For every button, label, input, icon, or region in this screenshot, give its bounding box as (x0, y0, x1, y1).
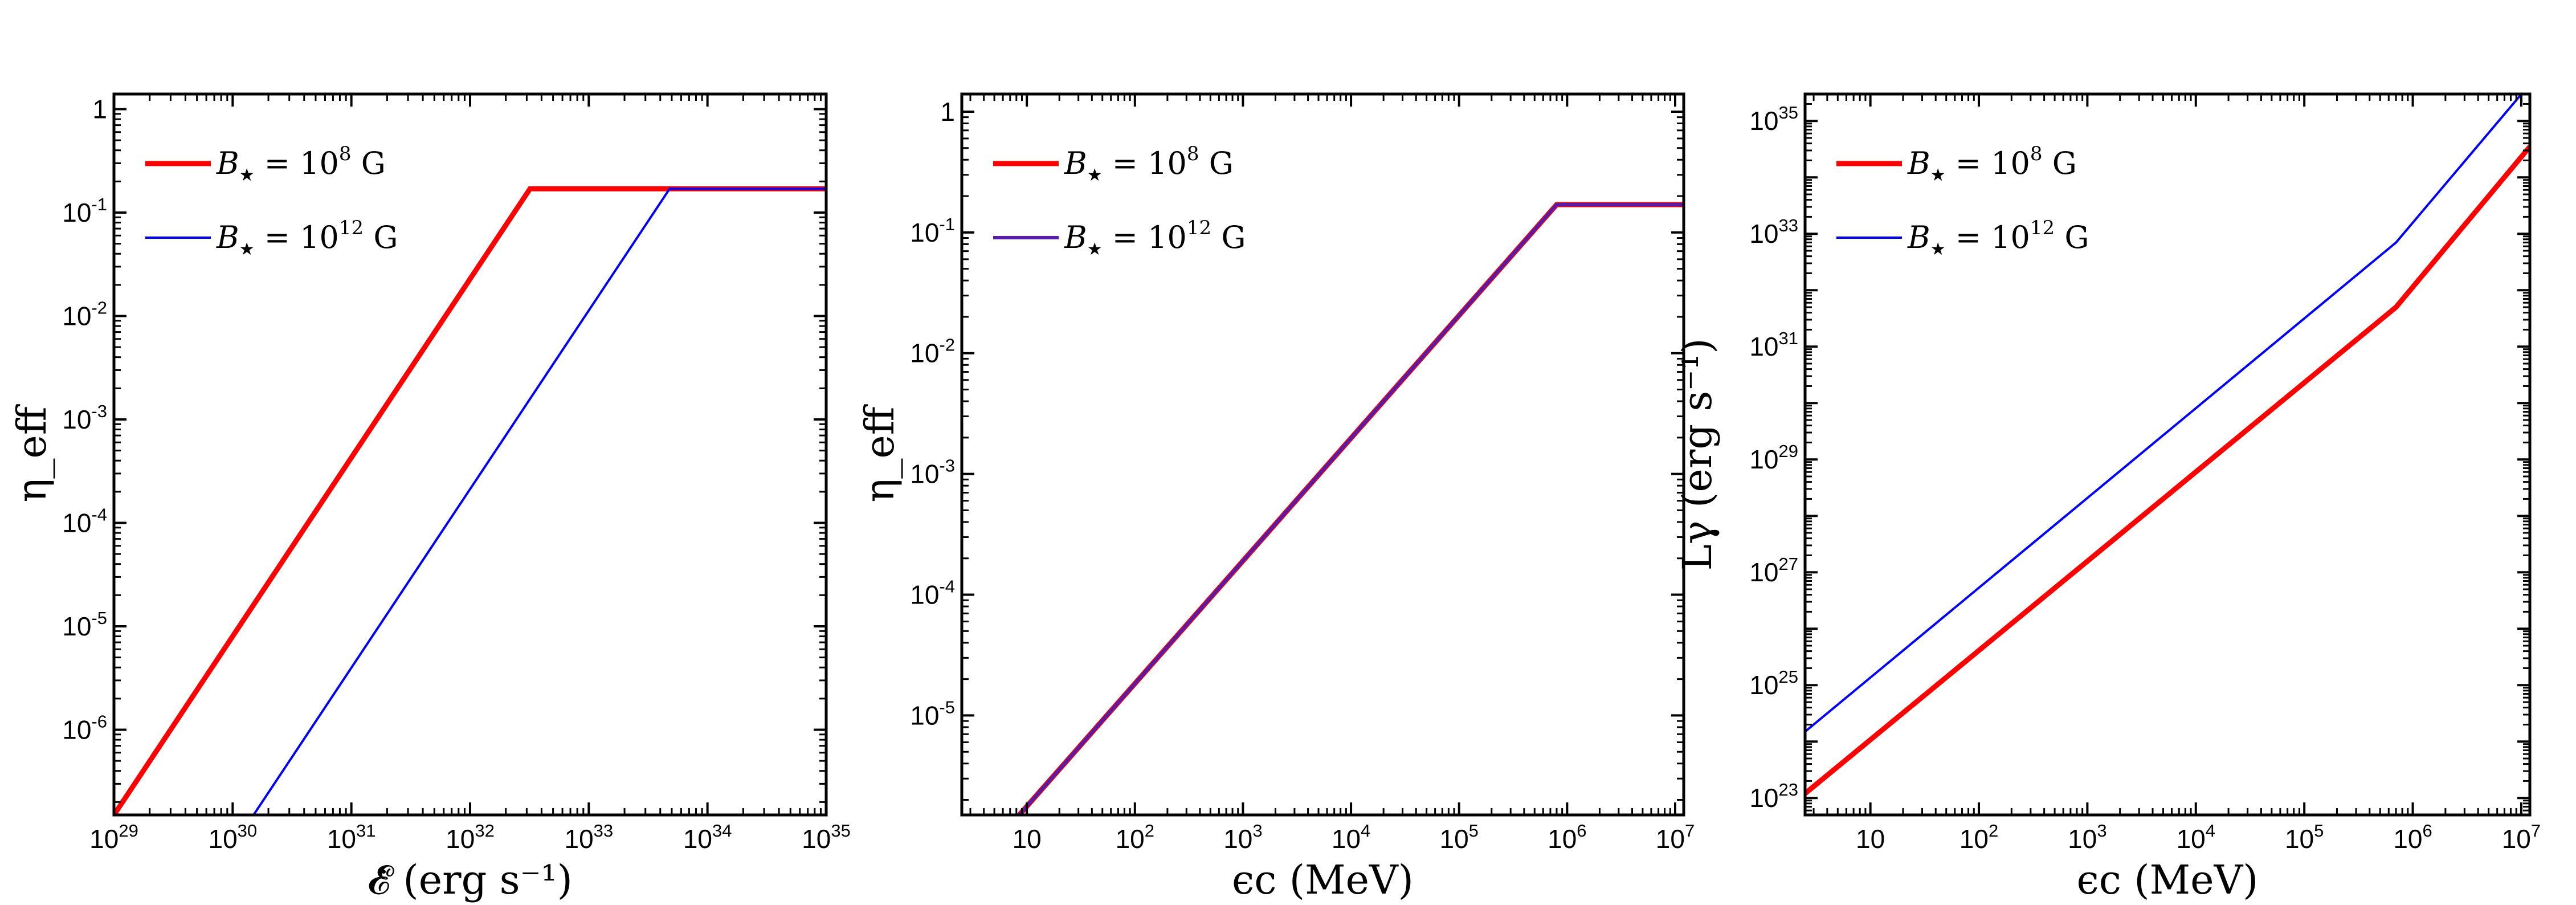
y-tick-label: 1031 (1749, 328, 1798, 361)
legend-entry: B★ = 108 G (1064, 142, 1234, 185)
x-tick-label: 105 (1440, 821, 1479, 854)
x-tick-label: 10 (1856, 824, 1885, 854)
y-tick-label: 10-2 (62, 298, 107, 331)
y-tick-label: 10-5 (62, 608, 107, 641)
series-line-b8 (114, 186, 826, 815)
legend-entry: B★ = 1012 G (1907, 217, 2089, 259)
legend-entry: B★ = 1012 G (1064, 217, 1246, 259)
y-tick-label: 10-3 (62, 401, 107, 434)
x-tick-label: 107 (2502, 821, 2541, 854)
series-line-b8 (1805, 145, 2530, 796)
legend-entry: B★ = 108 G (1907, 142, 2077, 185)
panel-right: 10 102 103 104 105 106 107 1035 1033 1031 1029 1027… (1674, 92, 2541, 903)
x-tick-label: 10 (1013, 824, 1042, 854)
y-tick-label: 1033 (1749, 215, 1798, 248)
y-tick-label: 1025 (1749, 667, 1798, 700)
x-axis-label: ϵc (MeV) (1232, 857, 1414, 903)
x-tick-label: 1031 (327, 821, 376, 854)
y-axis-label: η_eff (9, 404, 55, 502)
y-tick-label: 1 (940, 97, 955, 127)
x-tick-label: 104 (1332, 821, 1370, 854)
x-tick-label: 1035 (802, 821, 851, 854)
x-axis-label: ϵc (MeV) (2077, 857, 2259, 903)
y-tick-label: 10-5 (910, 697, 955, 730)
plot-frame (112, 92, 828, 817)
x-axis-label: 𝓔̇ (erg s⁻¹) (368, 857, 573, 903)
panel-middle: 10 102 103 104 105 106 107 1 10-1 10-2 10-3 10-4 10-… (856, 92, 1695, 903)
y-tick-label: 10-1 (910, 214, 955, 247)
x-tick-label: 1029 (89, 821, 138, 854)
y-tick-label: 10-1 (62, 194, 107, 227)
panel-left: 1029 1030 1031 1032 1033 1034 1035 1 10-1 10-2 10-… (9, 92, 851, 903)
x-tick-label: 103 (1223, 821, 1262, 854)
y-tick-label: 1023 (1749, 780, 1798, 813)
y-tick-label: 10-4 (62, 504, 107, 537)
series-line-b12 (1805, 94, 2523, 733)
x-tick-label: 103 (2068, 821, 2106, 854)
x-tick-label: 1033 (565, 821, 614, 854)
y-tick-label: 1027 (1749, 554, 1798, 587)
plot-frame (1803, 92, 2532, 817)
x-tick-label: 106 (2393, 821, 2432, 854)
y-tick-label: 1029 (1749, 441, 1798, 474)
series-line-b12 (252, 187, 826, 815)
y-tick-label: 10-6 (62, 711, 107, 744)
x-tick-label: 1032 (446, 821, 495, 854)
y-tick-label: 1035 (1749, 103, 1798, 136)
x-tick-label: 105 (2285, 821, 2324, 854)
y-tick-label: 10-4 (910, 577, 955, 610)
plot-frame (960, 92, 1685, 817)
x-tick-label: 1034 (683, 821, 732, 854)
x-tick-label: 1030 (209, 821, 258, 854)
y-tick-label: 1 (92, 95, 107, 124)
x-tick-label: 107 (1656, 821, 1695, 854)
legend-entry: B★ = 108 G (216, 142, 386, 185)
y-tick-label: 10-2 (910, 335, 955, 368)
series-line-b8 (1017, 202, 1684, 815)
y-tick-label: 10-3 (910, 456, 955, 489)
series-line-b12 (1018, 203, 1684, 815)
y-axis-label: η_eff (856, 404, 903, 502)
x-tick-label: 104 (2177, 821, 2215, 854)
x-tick-label: 102 (1116, 821, 1154, 854)
y-axis-label: Lγ (erg s⁻¹) (1674, 338, 1721, 570)
x-tick-label: 106 (1548, 821, 1586, 854)
x-tick-label: 102 (1959, 821, 1998, 854)
legend-entry: B★ = 1012 G (216, 217, 398, 259)
